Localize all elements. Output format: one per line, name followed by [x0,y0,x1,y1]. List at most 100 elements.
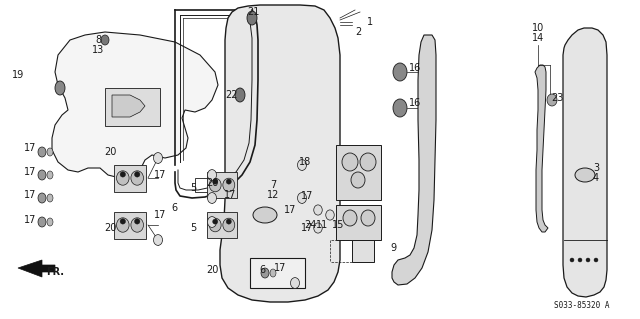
Ellipse shape [47,194,53,202]
Text: 17: 17 [274,263,286,273]
Ellipse shape [212,219,218,224]
Ellipse shape [227,219,231,224]
Text: 19: 19 [12,70,24,80]
Ellipse shape [116,171,129,185]
Ellipse shape [120,172,125,177]
Ellipse shape [270,269,276,277]
Text: 23: 23 [551,93,563,103]
Ellipse shape [209,178,221,192]
Ellipse shape [154,152,163,163]
Text: 17: 17 [301,223,313,233]
Text: 20: 20 [104,223,116,233]
Bar [352,240,374,262]
Ellipse shape [209,218,221,232]
Ellipse shape [207,217,216,227]
Text: 6: 6 [171,203,177,213]
Bar [336,205,381,240]
Polygon shape [220,5,340,302]
Text: 20: 20 [206,178,218,188]
Ellipse shape [594,258,598,262]
Ellipse shape [47,148,53,156]
Text: 16: 16 [409,63,421,73]
Ellipse shape [261,268,269,278]
Ellipse shape [207,193,216,204]
Text: 7: 7 [270,180,276,190]
Ellipse shape [247,11,257,25]
Ellipse shape [235,88,245,102]
Polygon shape [114,165,146,191]
Polygon shape [207,172,237,198]
Ellipse shape [253,207,277,223]
Ellipse shape [575,168,595,182]
Ellipse shape [38,193,46,203]
Ellipse shape [47,218,53,226]
Text: 17: 17 [24,167,36,177]
Ellipse shape [212,179,218,184]
Ellipse shape [361,210,375,226]
Ellipse shape [342,153,358,171]
Ellipse shape [131,218,143,232]
Text: 20: 20 [206,265,218,275]
Text: 3: 3 [593,163,599,173]
Polygon shape [114,211,146,239]
Bar [250,258,305,288]
Ellipse shape [314,205,323,215]
Text: 1: 1 [367,17,373,27]
Ellipse shape [227,179,231,184]
Ellipse shape [120,219,125,224]
Text: 10: 10 [532,23,544,33]
Text: 17: 17 [301,191,313,201]
Text: 8: 8 [95,35,101,45]
Ellipse shape [570,258,574,262]
Ellipse shape [38,147,46,157]
Ellipse shape [55,81,65,95]
Ellipse shape [314,223,323,233]
Polygon shape [535,65,548,232]
Text: 5: 5 [190,183,196,193]
Ellipse shape [116,218,129,232]
Ellipse shape [393,63,407,81]
Text: 11: 11 [316,220,328,230]
Bar [105,88,160,126]
Polygon shape [112,95,145,117]
Text: 13: 13 [92,45,104,55]
Polygon shape [18,260,55,277]
Bar [336,145,381,200]
Text: 20: 20 [104,147,116,157]
Text: 17: 17 [154,210,166,220]
Polygon shape [207,212,237,238]
Ellipse shape [134,172,140,177]
Ellipse shape [298,193,307,204]
Text: 15: 15 [332,220,344,230]
Ellipse shape [291,278,300,288]
Text: 17: 17 [24,143,36,153]
Text: 18: 18 [299,157,311,167]
Text: 22: 22 [226,90,238,100]
Text: 17: 17 [24,215,36,225]
Ellipse shape [351,172,365,188]
Text: FR.: FR. [46,267,64,277]
Text: 16: 16 [409,98,421,108]
Text: 17: 17 [24,190,36,200]
Ellipse shape [547,94,557,106]
Polygon shape [392,35,436,285]
Text: 17: 17 [154,170,166,180]
Polygon shape [52,32,218,178]
Text: 5: 5 [190,223,196,233]
Ellipse shape [134,219,140,224]
Ellipse shape [154,234,163,245]
Ellipse shape [223,178,235,192]
Ellipse shape [578,258,582,262]
Text: 17: 17 [224,190,236,200]
Text: S033-85320 A: S033-85320 A [554,301,610,310]
Text: 12: 12 [267,190,279,200]
Text: 21: 21 [247,7,259,17]
Ellipse shape [343,210,357,226]
Ellipse shape [326,210,334,220]
Ellipse shape [298,160,307,170]
Polygon shape [563,28,607,297]
Ellipse shape [586,258,590,262]
Text: 4: 4 [593,173,599,183]
Ellipse shape [38,217,46,227]
Ellipse shape [38,170,46,180]
